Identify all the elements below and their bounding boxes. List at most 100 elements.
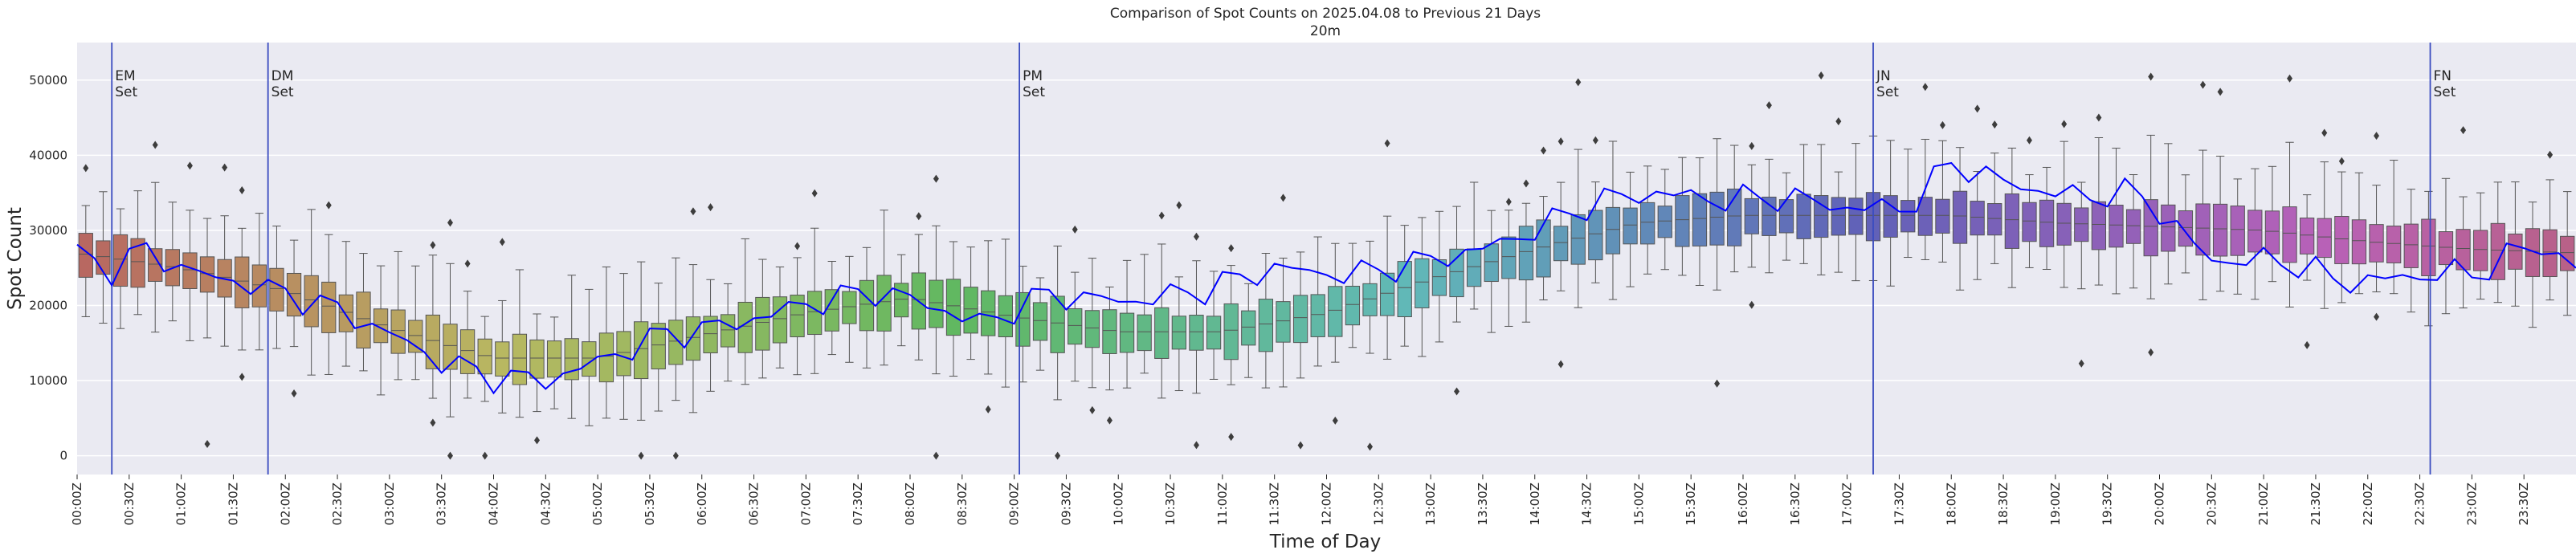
x-tick-label: 16:00Z	[1736, 483, 1750, 526]
outlier-point	[464, 259, 471, 268]
box	[1328, 286, 1343, 337]
box	[616, 331, 631, 377]
box	[1484, 243, 1499, 283]
outlier-point	[1575, 78, 1582, 87]
box	[2264, 210, 2280, 255]
box	[1431, 259, 1447, 296]
x-tick-label: 08:30Z	[955, 483, 970, 526]
outlier-point	[1280, 193, 1286, 202]
x-tick-label: 23:30Z	[2517, 483, 2531, 526]
box	[1415, 258, 1430, 308]
outlier-point	[1384, 139, 1390, 148]
box	[459, 329, 476, 374]
outlier-point	[794, 242, 801, 250]
box	[1466, 248, 1482, 287]
outlier-point	[2200, 80, 2207, 89]
outlier-point	[239, 186, 245, 195]
y-tick-label: 50000	[29, 73, 67, 88]
box	[546, 340, 562, 378]
box	[1345, 285, 1361, 326]
vertical-marker-label: JN	[1876, 68, 1891, 84]
box	[2074, 207, 2089, 242]
outlier-point	[2026, 136, 2032, 145]
x-tick-label: 04:00Z	[487, 483, 501, 526]
vertical-marker-label: Set	[1023, 84, 1045, 100]
outlier-point	[2547, 150, 2554, 159]
chart-subtitle: 20m	[1310, 23, 1341, 39]
box	[1449, 248, 1464, 298]
box	[2125, 209, 2141, 244]
x-tick-label: 03:30Z	[435, 483, 449, 526]
x-tick-label: 20:30Z	[2204, 483, 2219, 526]
x-tick-label: 20:00Z	[2153, 483, 2167, 526]
outlier-point	[933, 174, 939, 183]
y-tick-label: 0	[59, 449, 67, 463]
vertical-marker-label: PM	[1023, 68, 1043, 84]
box	[721, 314, 736, 348]
box	[1154, 307, 1170, 359]
box	[1692, 193, 1708, 246]
y-axis: 0 10000 20000 30000 40000 50000	[29, 73, 67, 463]
outlier-point	[447, 218, 453, 227]
outlier-point	[1158, 211, 1165, 220]
outlier-point	[1835, 117, 1842, 126]
x-tick-label: 17:30Z	[1892, 483, 1906, 526]
x-tick-label: 02:00Z	[278, 483, 292, 526]
box	[1206, 316, 1222, 350]
box	[685, 316, 701, 361]
outlier-point	[811, 189, 818, 198]
x-tick-label: 11:30Z	[1268, 483, 1282, 526]
outlier-point	[1367, 442, 1374, 451]
box	[1778, 199, 1794, 234]
box	[945, 279, 961, 336]
box	[1588, 210, 1603, 261]
x-tick-label: 15:30Z	[1684, 483, 1698, 526]
outlier-point	[1541, 146, 1547, 155]
box	[1675, 195, 1690, 247]
box	[477, 338, 492, 375]
box	[96, 240, 111, 275]
outlier-point	[1072, 225, 1078, 234]
outlier-point	[2096, 113, 2102, 122]
box	[1553, 226, 1569, 262]
box	[1310, 294, 1325, 337]
outlier-point	[1523, 179, 1529, 188]
outlier-point	[1818, 71, 1824, 79]
box	[512, 333, 528, 385]
box	[894, 283, 909, 318]
box	[1276, 301, 1291, 343]
y-tick-label: 20000	[29, 298, 67, 312]
box	[182, 252, 198, 289]
box	[1796, 193, 1811, 239]
outlier-point	[1991, 120, 1998, 129]
outlier-point	[1974, 104, 1981, 113]
x-tick-label: 14:30Z	[1580, 483, 1594, 526]
box	[1032, 302, 1048, 341]
box	[842, 291, 857, 324]
outlier-point	[2374, 132, 2380, 141]
outlier-point	[1089, 405, 1096, 414]
outlier-point	[430, 418, 436, 427]
box	[1935, 198, 1950, 234]
x-tick-label: 08:00Z	[903, 483, 917, 526]
outlier-point	[672, 451, 679, 460]
outlier-point	[2374, 312, 2380, 321]
outlier-point	[447, 451, 453, 460]
box	[1241, 310, 1256, 346]
box	[703, 316, 718, 354]
box	[929, 279, 944, 328]
outlier-point	[1557, 360, 1564, 369]
x-tick-label: 10:30Z	[1163, 483, 1178, 526]
outlier-point	[2460, 126, 2467, 135]
box	[1762, 196, 1777, 236]
box	[2004, 193, 2020, 249]
box	[633, 321, 649, 380]
box	[1084, 310, 1100, 348]
outlier-point	[2148, 72, 2154, 81]
box	[529, 339, 545, 379]
x-tick-label: 18:30Z	[1996, 483, 2011, 526]
x-tick-label: 09:30Z	[1059, 483, 1073, 526]
x-tick-label: 09:00Z	[1007, 483, 1022, 526]
outlier-point	[2148, 348, 2154, 356]
x-tick-label: 05:00Z	[590, 483, 605, 526]
